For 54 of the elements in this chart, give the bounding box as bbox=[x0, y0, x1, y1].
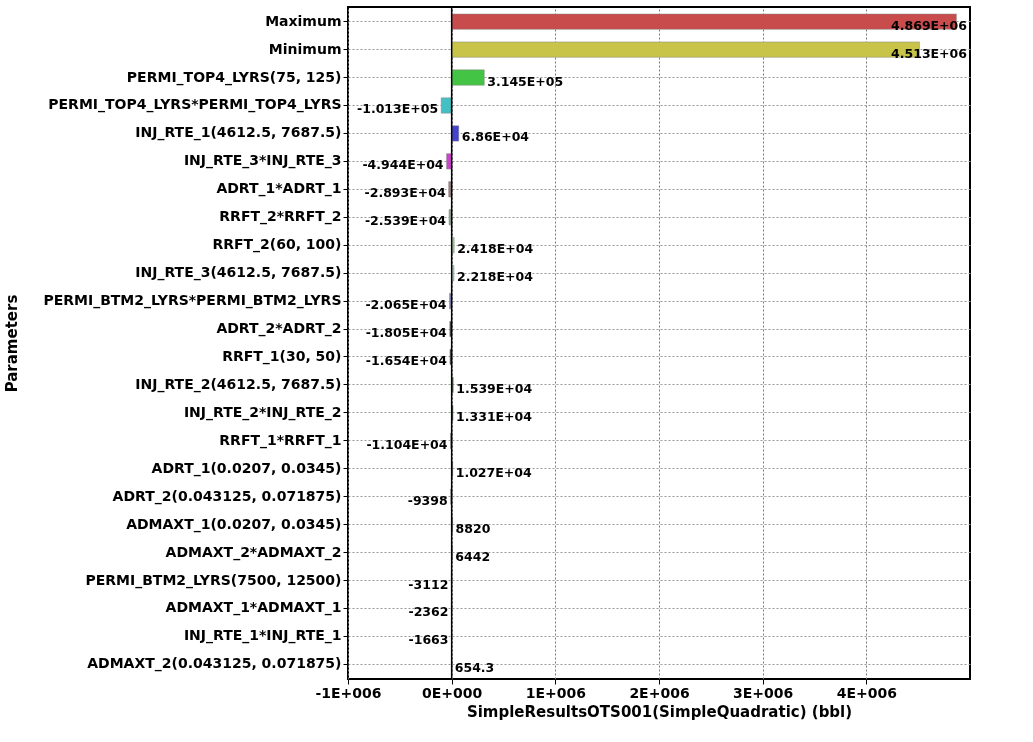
y-tick-label: INJ_RTE_1(4612.5, 7687.5) bbox=[135, 124, 342, 142]
data-label: -4.944E+04 bbox=[362, 157, 444, 173]
data-label: -3112 bbox=[408, 576, 449, 592]
y-tick-label: Maximum bbox=[265, 12, 342, 29]
y-tick-label: INJ_RTE_1*INJ_RTE_1 bbox=[183, 627, 342, 645]
data-label: 2.218E+04 bbox=[456, 269, 534, 285]
y-tick-label: RRFT_1(30, 50) bbox=[222, 347, 342, 365]
y-tick-label: PERMI_BTM2_LYRS*PERMI_BTM2_LYRS bbox=[43, 292, 342, 310]
x-tick-label: 1E+006 bbox=[525, 684, 586, 701]
y-tick-label: PERMI_TOP4_LYRS(75, 125) bbox=[126, 68, 342, 86]
y-tick-label: RRFT_1*RRFT_1 bbox=[219, 431, 342, 449]
data-label: -1.013E+05 bbox=[357, 101, 439, 117]
data-label: 3.145E+05 bbox=[487, 73, 564, 89]
y-axis-title: Parameters bbox=[3, 294, 22, 393]
y-tick-label: INJ_RTE_3*INJ_RTE_3 bbox=[183, 152, 342, 170]
x-tick-label: 4E+006 bbox=[836, 684, 897, 701]
y-tick-label: ADMAXT_1*ADMAXT_1 bbox=[165, 599, 342, 617]
data-label: -2362 bbox=[408, 604, 449, 620]
data-label: 1.539E+04 bbox=[456, 380, 533, 396]
data-label: -2.539E+04 bbox=[364, 213, 447, 229]
data-label: 654.3 bbox=[454, 660, 495, 676]
data-label: 1.027E+04 bbox=[455, 464, 532, 480]
y-tick-label: INJ_RTE_2(4612.5, 7687.5) bbox=[135, 375, 342, 393]
y-tick-label: RRFT_2(60, 100) bbox=[212, 236, 342, 254]
data-label: 6442 bbox=[455, 548, 491, 564]
data-label: -1663 bbox=[408, 632, 449, 648]
y-tick-label: PERMI_BTM2_LYRS(7500, 12500) bbox=[85, 571, 342, 589]
data-label: -1.104E+04 bbox=[366, 436, 448, 452]
data-label: -2.893E+04 bbox=[364, 185, 446, 201]
data-label: 8820 bbox=[455, 520, 491, 536]
data-label: -1.805E+04 bbox=[365, 325, 448, 341]
data-label: 6.86E+04 bbox=[461, 129, 530, 145]
x-tick-label: 3E+006 bbox=[733, 684, 794, 701]
data-label: 2.418E+04 bbox=[457, 241, 534, 257]
x-tick-label: 2E+006 bbox=[629, 684, 690, 701]
data-label: -2.065E+04 bbox=[365, 297, 447, 313]
x-tick-label: -1E+006 bbox=[315, 684, 382, 701]
y-tick-label: ADRT_2*ADRT_2 bbox=[216, 320, 342, 338]
data-label: 1.331E+04 bbox=[456, 408, 533, 424]
x-axis-title: SimpleResultsOTS001(SimpleQuadratic) (bbl) bbox=[466, 702, 853, 721]
y-tick-label: INJ_RTE_3(4612.5, 7687.5) bbox=[135, 264, 342, 282]
x-tick-label: 0E+000 bbox=[422, 684, 483, 701]
y-tick-label: ADMAXT_2*ADMAXT_2 bbox=[165, 543, 342, 561]
y-tick-label: INJ_RTE_2*INJ_RTE_2 bbox=[183, 403, 342, 421]
y-tick-label: ADRT_2(0.043125, 0.071875) bbox=[112, 487, 342, 505]
data-label: -9398 bbox=[407, 492, 448, 508]
y-tick-label: ADMAXT_1(0.0207, 0.0345) bbox=[126, 515, 342, 533]
y-tick-label: ADRT_1*ADRT_1 bbox=[216, 180, 342, 198]
y-tick-label: ADMAXT_2(0.043125, 0.071875) bbox=[87, 655, 342, 673]
data-label: -1.654E+04 bbox=[365, 352, 448, 368]
y-tick-label: PERMI_TOP4_LYRS*PERMI_TOP4_LYRS bbox=[48, 96, 342, 114]
y-tick-label: Minimum bbox=[268, 40, 342, 57]
y-tick-label: RRFT_2*RRFT_2 bbox=[219, 208, 342, 226]
y-tick-label: ADRT_1(0.0207, 0.0345) bbox=[151, 459, 342, 477]
